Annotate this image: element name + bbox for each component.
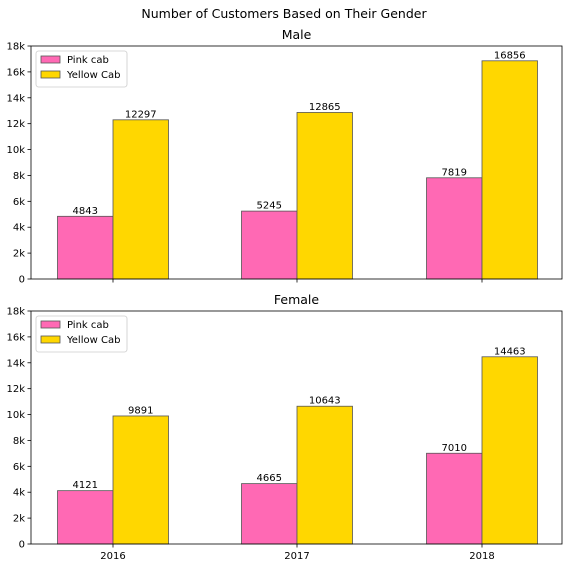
bar-yellow-cab-2017 bbox=[297, 406, 353, 544]
figure-title: Number of Customers Based on Their Gende… bbox=[141, 6, 427, 21]
x-tick-label: 2016 bbox=[100, 551, 125, 562]
chart-panel-female: Female 4121 4665 7010 9891 10643 14463 0 2k 4k 6k 8… bbox=[6, 292, 562, 562]
bar-yellow-cab-2017 bbox=[297, 112, 353, 279]
data-label: 4665 bbox=[257, 473, 282, 484]
data-label: 4121 bbox=[73, 480, 98, 491]
data-label: 4843 bbox=[73, 206, 98, 217]
y-tick-label: 6k bbox=[13, 197, 25, 208]
legend: Pink cab Yellow Cab bbox=[36, 316, 127, 352]
data-label: 12865 bbox=[309, 102, 341, 113]
legend-swatch bbox=[41, 336, 60, 343]
bar-pink-cab-2018 bbox=[427, 453, 483, 544]
y-tick-label: 10k bbox=[6, 410, 25, 421]
bar-yellow-cab-2018 bbox=[482, 357, 538, 544]
x-tick-label: 2017 bbox=[284, 551, 309, 562]
data-label: 16856 bbox=[494, 50, 526, 61]
y-tick-label: 16k bbox=[6, 67, 25, 78]
legend-label: Pink cab bbox=[67, 320, 109, 331]
data-label: 7010 bbox=[442, 443, 467, 454]
y-tick-label: 8k bbox=[13, 436, 25, 447]
y-tick-label: 14k bbox=[6, 358, 25, 369]
y-tick-label: 6k bbox=[13, 462, 25, 473]
bar-pink-cab-2016 bbox=[58, 491, 114, 544]
bar-pink-cab-2016 bbox=[58, 216, 114, 279]
bar-pink-cab-2017 bbox=[242, 211, 298, 279]
bar-pink-cab-2018 bbox=[427, 178, 483, 279]
data-label: 7819 bbox=[442, 167, 467, 178]
panel-title: Male bbox=[282, 27, 312, 42]
data-label: 5245 bbox=[257, 201, 282, 212]
y-tick-label: 18k bbox=[6, 307, 25, 318]
legend-swatch bbox=[41, 71, 60, 78]
legend-swatch bbox=[41, 321, 60, 328]
data-label: 9891 bbox=[128, 405, 153, 416]
data-label: 14463 bbox=[494, 346, 526, 357]
bar-yellow-cab-2016 bbox=[113, 120, 169, 279]
y-tick-label: 16k bbox=[6, 332, 25, 343]
y-tick-label: 14k bbox=[6, 93, 25, 104]
y-tick-label: 4k bbox=[13, 223, 25, 234]
y-tick-label: 8k bbox=[13, 171, 25, 182]
legend-label: Yellow Cab bbox=[66, 335, 120, 346]
y-tick-label: 2k bbox=[13, 249, 25, 260]
data-label: 12297 bbox=[125, 109, 157, 120]
legend-swatch bbox=[41, 56, 60, 63]
y-tick-label: 2k bbox=[13, 514, 25, 525]
y-tick-label: 10k bbox=[6, 145, 25, 156]
legend: Pink cab Yellow Cab bbox=[36, 51, 127, 87]
panel-title: Female bbox=[274, 292, 320, 307]
y-tick-label: 12k bbox=[6, 384, 25, 395]
y-tick-label: 4k bbox=[13, 488, 25, 499]
y-tick-label: 12k bbox=[6, 119, 25, 130]
y-tick-label: 18k bbox=[6, 42, 25, 53]
chart-panel-male: Male 4843 5245 7819 12297 12865 16856 0 2k 4k 6k 8k… bbox=[6, 27, 562, 286]
legend-label: Yellow Cab bbox=[66, 70, 120, 81]
bar-yellow-cab-2018 bbox=[482, 61, 538, 279]
y-tick-label: 0 bbox=[19, 275, 25, 286]
y-tick-label: 0 bbox=[19, 540, 25, 551]
bar-pink-cab-2017 bbox=[242, 484, 298, 544]
bar-yellow-cab-2016 bbox=[113, 416, 169, 544]
legend-label: Pink cab bbox=[67, 55, 109, 66]
x-tick-label: 2018 bbox=[469, 551, 494, 562]
data-label: 10643 bbox=[309, 396, 341, 407]
